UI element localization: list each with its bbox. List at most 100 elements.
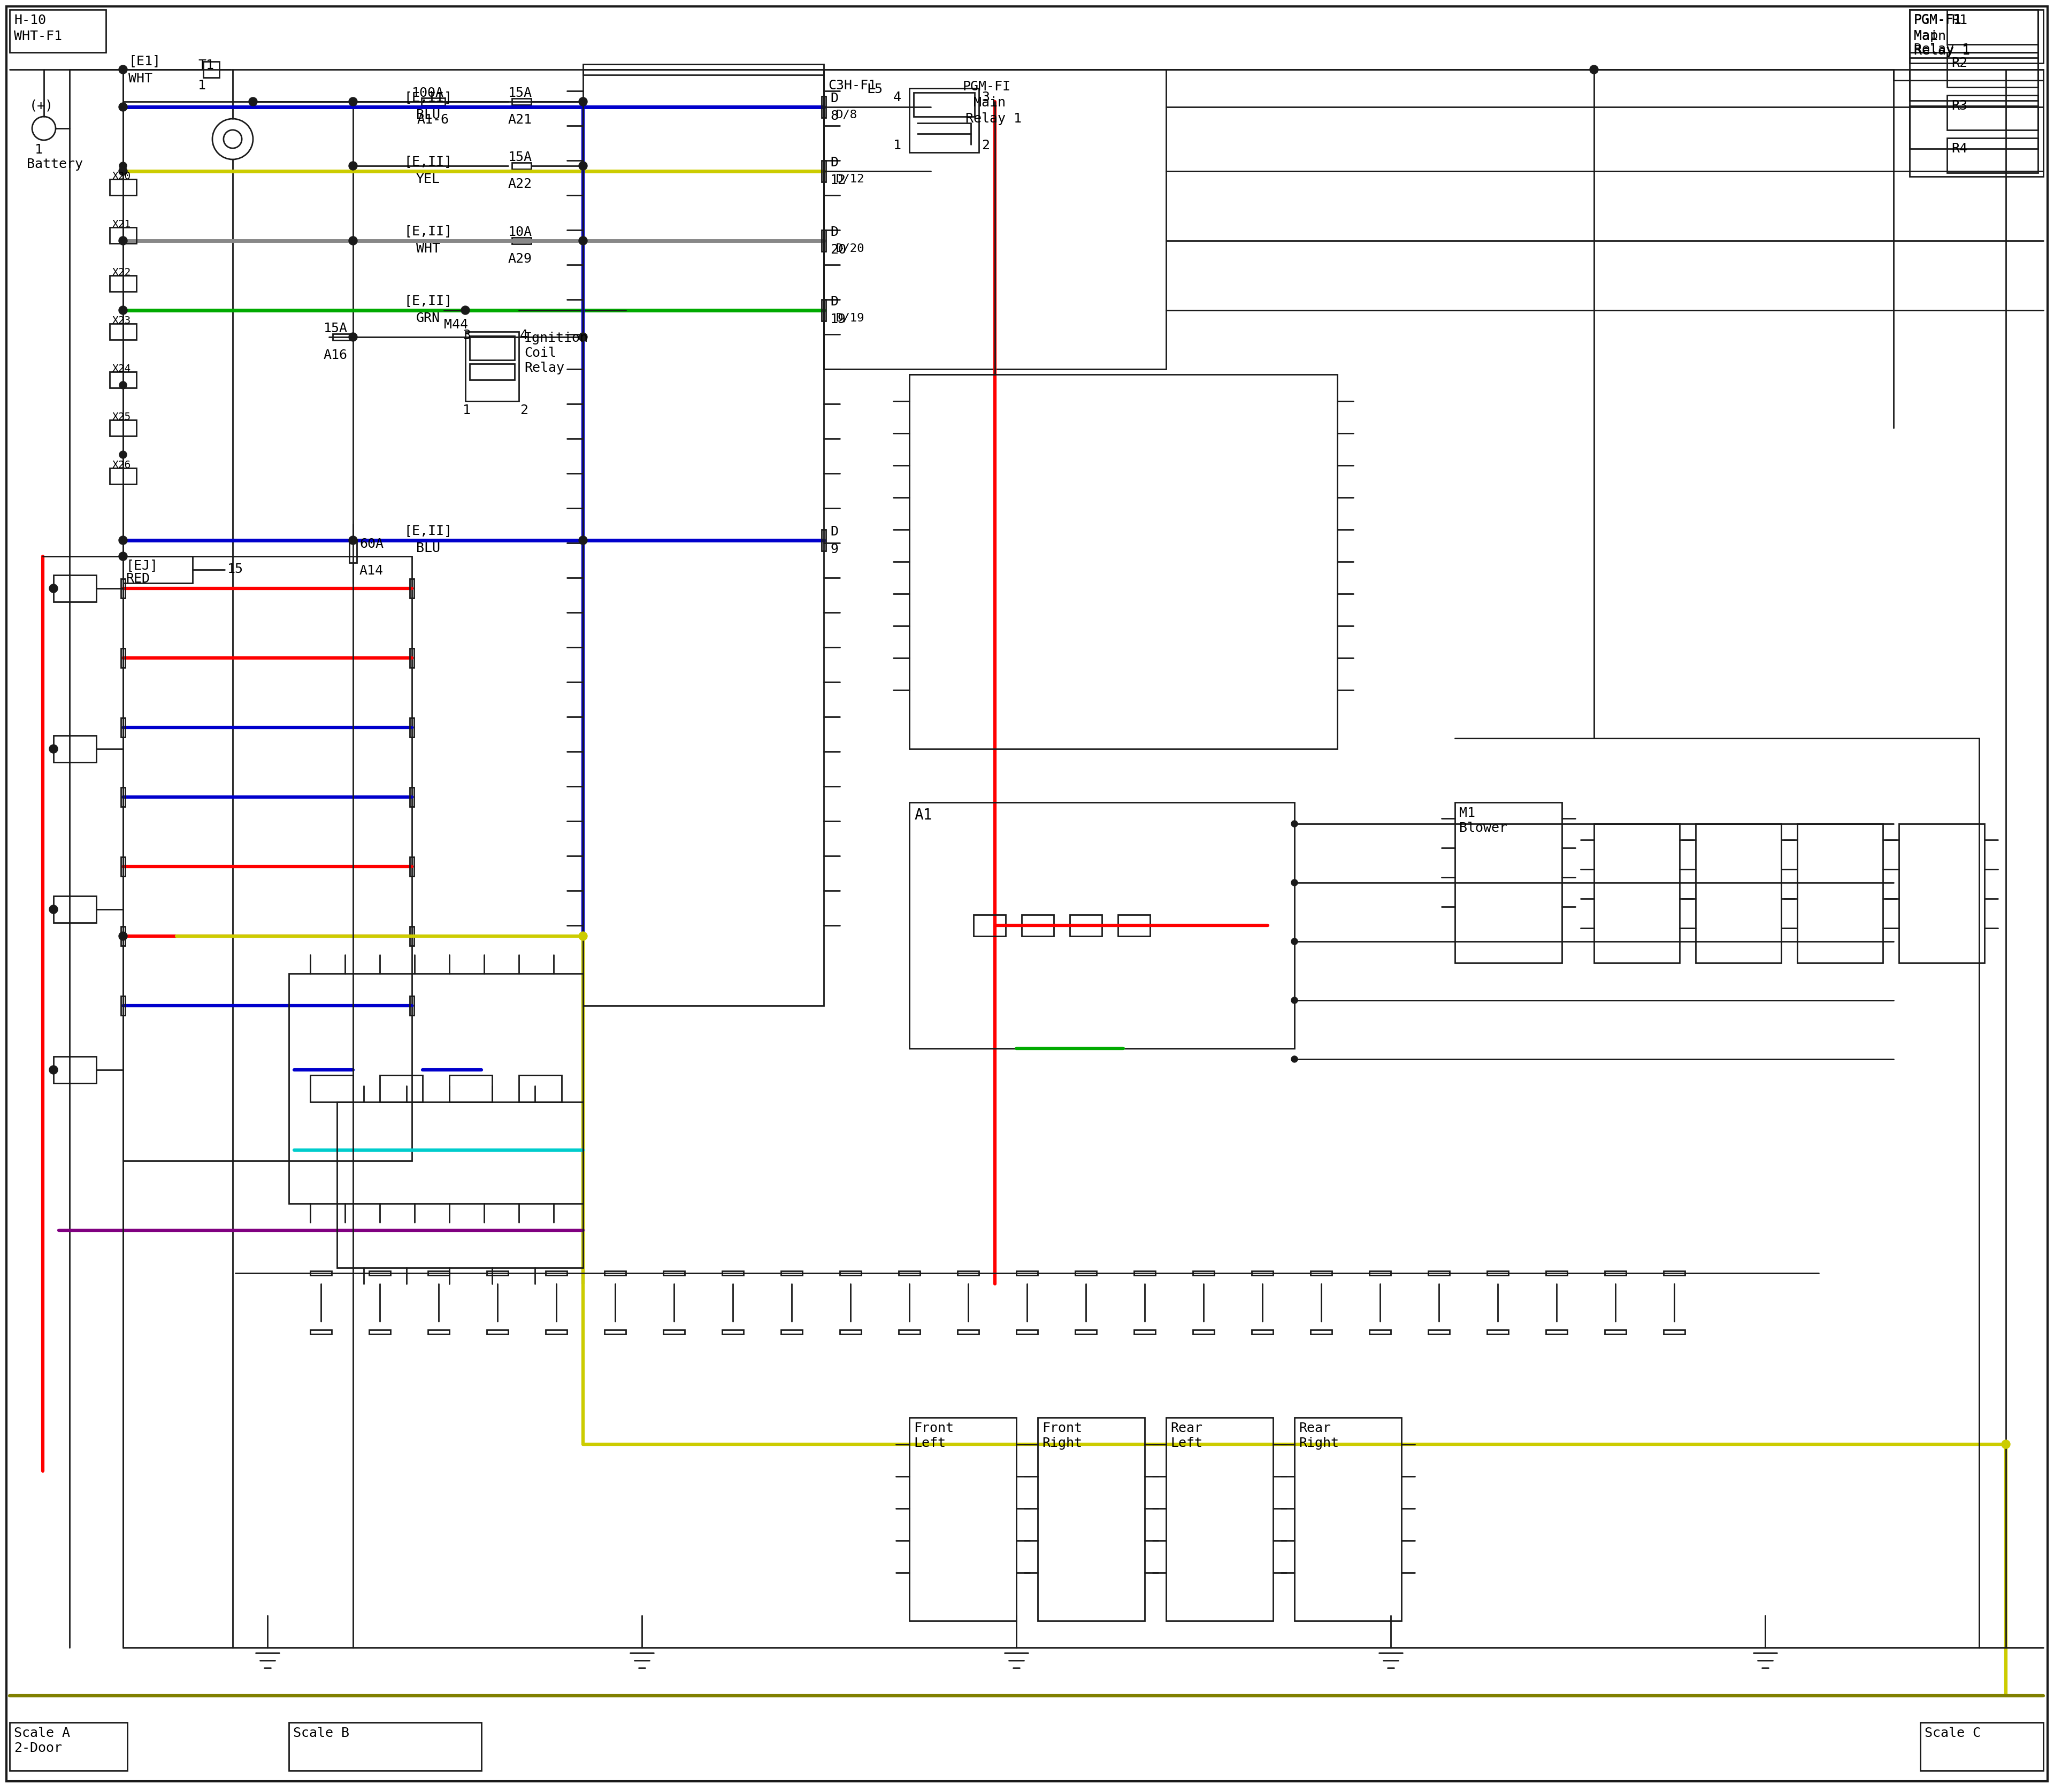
Bar <box>109 371 136 387</box>
Text: Front
Right: Front Right <box>1041 1421 1082 1450</box>
Text: 1: 1 <box>197 79 205 91</box>
Bar <box>511 238 532 244</box>
Bar <box>1947 138 2038 172</box>
Bar <box>1134 1330 1154 1333</box>
Text: [EJ]: [EJ] <box>125 559 158 572</box>
Text: 8: 8 <box>830 109 838 122</box>
Bar <box>1017 1330 1037 1333</box>
Bar <box>910 803 1294 1048</box>
Bar <box>520 1075 561 1102</box>
Text: 3: 3 <box>462 330 470 342</box>
Text: [E,II]: [E,II] <box>405 224 452 238</box>
Text: Relay 1: Relay 1 <box>965 113 1021 125</box>
Bar <box>1428 1271 1450 1276</box>
Bar <box>470 335 516 360</box>
Bar <box>1594 824 1680 962</box>
Text: [E1]: [E1] <box>127 54 160 68</box>
Text: PGM-F1: PGM-F1 <box>1914 13 1962 27</box>
Bar <box>450 1075 493 1102</box>
Text: Scale C: Scale C <box>1925 1727 1980 1740</box>
Text: WHT-F1: WHT-F1 <box>14 30 62 43</box>
Circle shape <box>119 65 127 73</box>
Bar <box>546 1330 567 1333</box>
Bar <box>957 1330 980 1333</box>
Bar <box>121 579 125 599</box>
Bar <box>723 1271 744 1276</box>
Circle shape <box>119 552 127 561</box>
Text: 1: 1 <box>893 140 902 152</box>
Circle shape <box>119 161 127 170</box>
Bar <box>1910 9 2038 52</box>
Text: 10A: 10A <box>507 226 532 238</box>
Text: Scale B: Scale B <box>294 1727 349 1740</box>
Text: 3: 3 <box>982 91 990 104</box>
Text: BLU: BLU <box>415 541 440 556</box>
Bar <box>290 1722 481 1770</box>
Text: 15: 15 <box>228 563 242 575</box>
Text: 15A: 15A <box>325 323 347 335</box>
Text: 1: 1 <box>462 403 470 418</box>
Bar <box>409 996 415 1016</box>
Bar <box>1920 1722 2044 1770</box>
Text: X24: X24 <box>113 364 131 375</box>
Bar <box>1604 1330 1627 1333</box>
Circle shape <box>119 167 127 176</box>
Text: X21: X21 <box>113 219 131 229</box>
Circle shape <box>119 104 127 111</box>
Bar <box>1664 1271 1684 1276</box>
Text: D: D <box>830 226 838 238</box>
Text: Scale A
2-Door: Scale A 2-Door <box>14 1727 70 1754</box>
Text: R1: R1 <box>1951 14 1968 27</box>
Circle shape <box>49 745 58 753</box>
Bar <box>53 896 97 923</box>
Text: Front
Left: Front Left <box>914 1421 953 1450</box>
Text: YEL: YEL <box>415 172 440 186</box>
Text: X20: X20 <box>113 172 131 181</box>
Circle shape <box>1292 880 1298 885</box>
Text: 15A: 15A <box>507 151 532 163</box>
Bar <box>723 1330 744 1333</box>
Bar <box>910 1417 1017 1620</box>
Bar <box>1910 70 2044 177</box>
Bar <box>1294 1417 1401 1620</box>
Bar <box>781 1330 803 1333</box>
Circle shape <box>119 237 127 246</box>
Text: R4: R4 <box>1951 142 1968 156</box>
Text: Main: Main <box>974 97 1006 109</box>
Text: D/8: D/8 <box>836 109 857 120</box>
Bar <box>121 996 125 1016</box>
Text: R3: R3 <box>1951 100 1968 113</box>
Bar <box>1021 914 1054 935</box>
Bar <box>822 299 826 321</box>
Circle shape <box>579 536 587 545</box>
Text: Relay 1: Relay 1 <box>1914 45 1970 57</box>
Bar <box>1251 1271 1273 1276</box>
Bar <box>1193 1271 1214 1276</box>
Text: [E,II]: [E,II] <box>405 91 452 104</box>
Bar <box>310 1075 353 1102</box>
Bar <box>781 1271 803 1276</box>
Bar <box>109 324 136 340</box>
Bar <box>10 9 107 52</box>
Bar <box>53 735 97 762</box>
Text: A21: A21 <box>507 113 532 125</box>
Bar <box>109 419 136 435</box>
Bar <box>409 579 415 599</box>
Bar <box>974 914 1006 935</box>
Bar <box>1310 1330 1331 1333</box>
Text: PGM-FI: PGM-FI <box>963 81 1011 93</box>
Circle shape <box>2001 1441 2011 1448</box>
Circle shape <box>1590 65 1598 73</box>
Bar <box>604 1330 626 1333</box>
Text: D/19: D/19 <box>836 314 865 324</box>
Circle shape <box>119 102 127 111</box>
Bar <box>409 719 415 737</box>
Circle shape <box>1292 939 1298 944</box>
Bar <box>1947 95 2038 131</box>
Bar <box>511 163 532 168</box>
Text: D/20: D/20 <box>836 244 865 254</box>
Bar <box>349 539 357 563</box>
Text: 1: 1 <box>35 143 43 156</box>
Bar <box>1697 824 1781 962</box>
Text: Rear
Left: Rear Left <box>1171 1421 1202 1450</box>
